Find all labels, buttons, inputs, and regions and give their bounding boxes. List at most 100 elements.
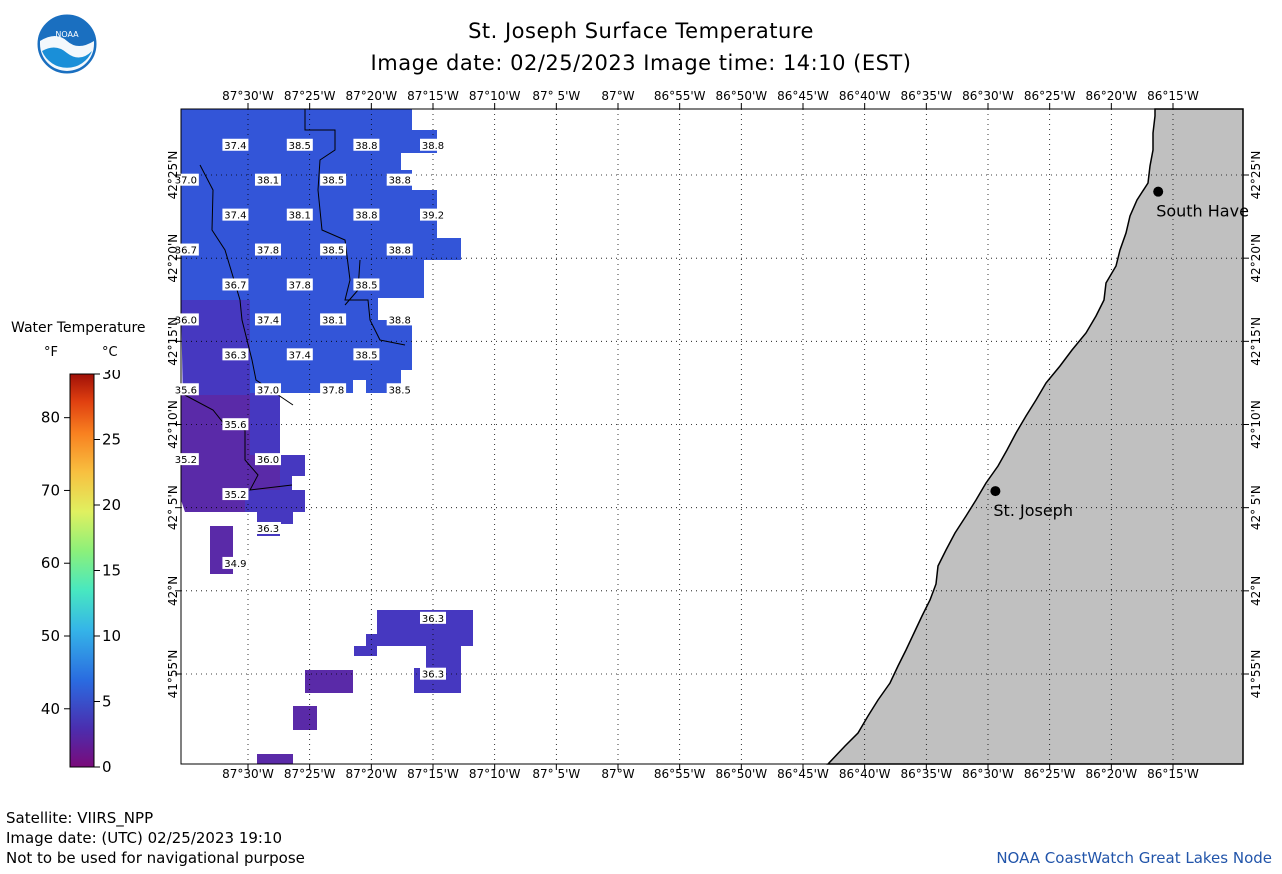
- temperature-label: 38.1: [286, 208, 313, 222]
- lon-label-top: 86°45'W: [777, 89, 829, 103]
- legend-c-label: 10: [102, 627, 121, 645]
- svg-text:37.4: 37.4: [289, 350, 311, 361]
- lon-label-bottom: 87° 5'W: [532, 767, 580, 781]
- footer-credit: NOAA CoastWatch Great Lakes Node: [996, 849, 1272, 867]
- lon-label-top: 87°W: [601, 89, 634, 103]
- svg-text:36.3: 36.3: [422, 670, 444, 681]
- lat-label-right: 42°15'N: [1249, 317, 1263, 366]
- legend-f-label: 40: [41, 700, 60, 718]
- map-subtitle: Image date: 02/25/2023 Image time: 14:10…: [370, 51, 912, 75]
- svg-text:37.4: 37.4: [224, 211, 246, 222]
- temperature-label: 36.7: [172, 243, 199, 257]
- svg-text:38.5: 38.5: [322, 246, 344, 257]
- noaa-logo: NOAA: [36, 13, 98, 75]
- svg-text:38.8: 38.8: [355, 141, 377, 152]
- lon-label-top: 87°30'W: [222, 89, 274, 103]
- city-marker: [990, 486, 1001, 497]
- isotherm-line: [180, 392, 293, 491]
- temperature-label: 37.4: [222, 138, 249, 152]
- temperature-label: 36.3: [420, 667, 446, 681]
- lon-label-bottom: 86°25'W: [1024, 767, 1076, 781]
- temperature-label: 37.4: [286, 348, 313, 361]
- land-layer: [826, 108, 1244, 765]
- logo-text: NOAA: [55, 30, 79, 39]
- lat-label-left: 42°20'N: [166, 234, 180, 283]
- svg-text:36.3: 36.3: [422, 614, 444, 625]
- svg-text:35.2: 35.2: [175, 455, 197, 466]
- temperature-label: 38.8: [386, 313, 413, 326]
- temperature-label: 38.5: [286, 138, 313, 152]
- svg-text:36.0: 36.0: [257, 455, 279, 466]
- michigan-land: [826, 108, 1244, 765]
- temperature-label: 36.3: [222, 348, 249, 361]
- temperature-label: 37.4: [222, 208, 249, 222]
- svg-text:38.5: 38.5: [289, 141, 311, 152]
- legend-c-label: 20: [102, 496, 121, 514]
- temperature-label: 38.5: [320, 173, 347, 187]
- svg-text:36.7: 36.7: [175, 246, 197, 257]
- temperature-label: 37.8: [286, 278, 313, 291]
- legend-c-label: 25: [102, 431, 121, 449]
- lat-label-right: 42°10'N: [1249, 400, 1263, 449]
- lon-label-bottom: 87°25'W: [284, 767, 336, 781]
- temperature-label: 38.1: [320, 313, 347, 326]
- temperature-label: 34.9: [222, 556, 249, 570]
- lat-label-left: 42°15'N: [166, 317, 180, 366]
- legend-f-label: 50: [41, 627, 60, 645]
- map-frame: [180, 108, 1244, 765]
- lat-label-right: 42° 5'N: [1249, 485, 1263, 530]
- temperature-label: 36.3: [254, 521, 281, 535]
- lon-label-bottom: 86°20'W: [1085, 767, 1137, 781]
- svg-text:38.5: 38.5: [355, 280, 377, 291]
- temperature-label: 38.8: [353, 138, 380, 152]
- lat-label-left: 41°55'N: [166, 650, 180, 699]
- temperature-label: 39.2: [420, 208, 446, 222]
- svg-text:38.5: 38.5: [322, 176, 344, 187]
- svg-text:38.8: 38.8: [422, 141, 444, 152]
- water-patch: [257, 754, 293, 764]
- lon-label-top: 87°20'W: [345, 89, 397, 103]
- temperature-label: 36.7: [222, 278, 249, 291]
- svg-text:39.2: 39.2: [422, 211, 444, 222]
- svg-text:38.8: 38.8: [389, 315, 411, 326]
- temperature-labels: 37.4 38.5 38.8 38.8 37.0 38.1 38.5 38.8 37.4 38.1…: [172, 138, 446, 681]
- svg-text:36.3: 36.3: [224, 350, 246, 361]
- svg-text:38.1: 38.1: [257, 176, 279, 187]
- temperature-label: 35.2: [222, 488, 249, 501]
- map-title: St. Joseph Surface Temperature: [468, 19, 814, 43]
- lon-label-top: 86°20'W: [1085, 89, 1137, 103]
- lon-label-bottom: 86°45'W: [777, 767, 829, 781]
- city-markers: South Have St. Joseph: [990, 186, 1249, 520]
- lat-label-left: 42° 5'N: [166, 485, 180, 530]
- footer-disclaimer: Not to be used for navigational purpose: [6, 849, 305, 867]
- temperature-label: 38.8: [353, 208, 380, 222]
- svg-text:37.0: 37.0: [257, 385, 279, 396]
- axis-ticks: 87°30'W 87°30'W 87°25'W 87°25'W 87°20'W 87°20…: [166, 89, 1263, 781]
- lon-label-bottom: 86°35'W: [900, 767, 952, 781]
- lon-label-top: 86°55'W: [654, 89, 706, 103]
- lon-label-top: 86°15'W: [1147, 89, 1199, 103]
- water-patch: [305, 670, 353, 693]
- legend-gradient: [69, 373, 95, 768]
- lon-label-top: 87°10'W: [469, 89, 521, 103]
- svg-text:38.1: 38.1: [289, 211, 311, 222]
- legend-title: Water Temperature: [11, 320, 146, 336]
- legend-unit-f: °F: [44, 345, 58, 360]
- lon-label-top: 86°40'W: [839, 89, 891, 103]
- lon-label-top: 86°30'W: [962, 89, 1014, 103]
- legend-c-label: 30: [102, 370, 121, 383]
- temperature-label: 35.2: [172, 453, 199, 466]
- legend-c-label: 15: [102, 562, 121, 580]
- svg-text:35.2: 35.2: [224, 490, 246, 501]
- temperature-label: 38.5: [386, 383, 413, 396]
- lat-label-right: 42°25'N: [1249, 151, 1263, 200]
- temperature-label: 35.6: [222, 418, 249, 431]
- temperature-label: 37.0: [254, 383, 281, 396]
- lat-label-left: 42°10'N: [166, 400, 180, 449]
- lon-label-bottom: 87°15'W: [407, 767, 459, 781]
- lon-label-bottom: 86°30'W: [962, 767, 1014, 781]
- lon-label-top: 86°50'W: [715, 89, 767, 103]
- city-label: South Have: [1156, 202, 1249, 221]
- svg-text:38.1: 38.1: [322, 315, 344, 326]
